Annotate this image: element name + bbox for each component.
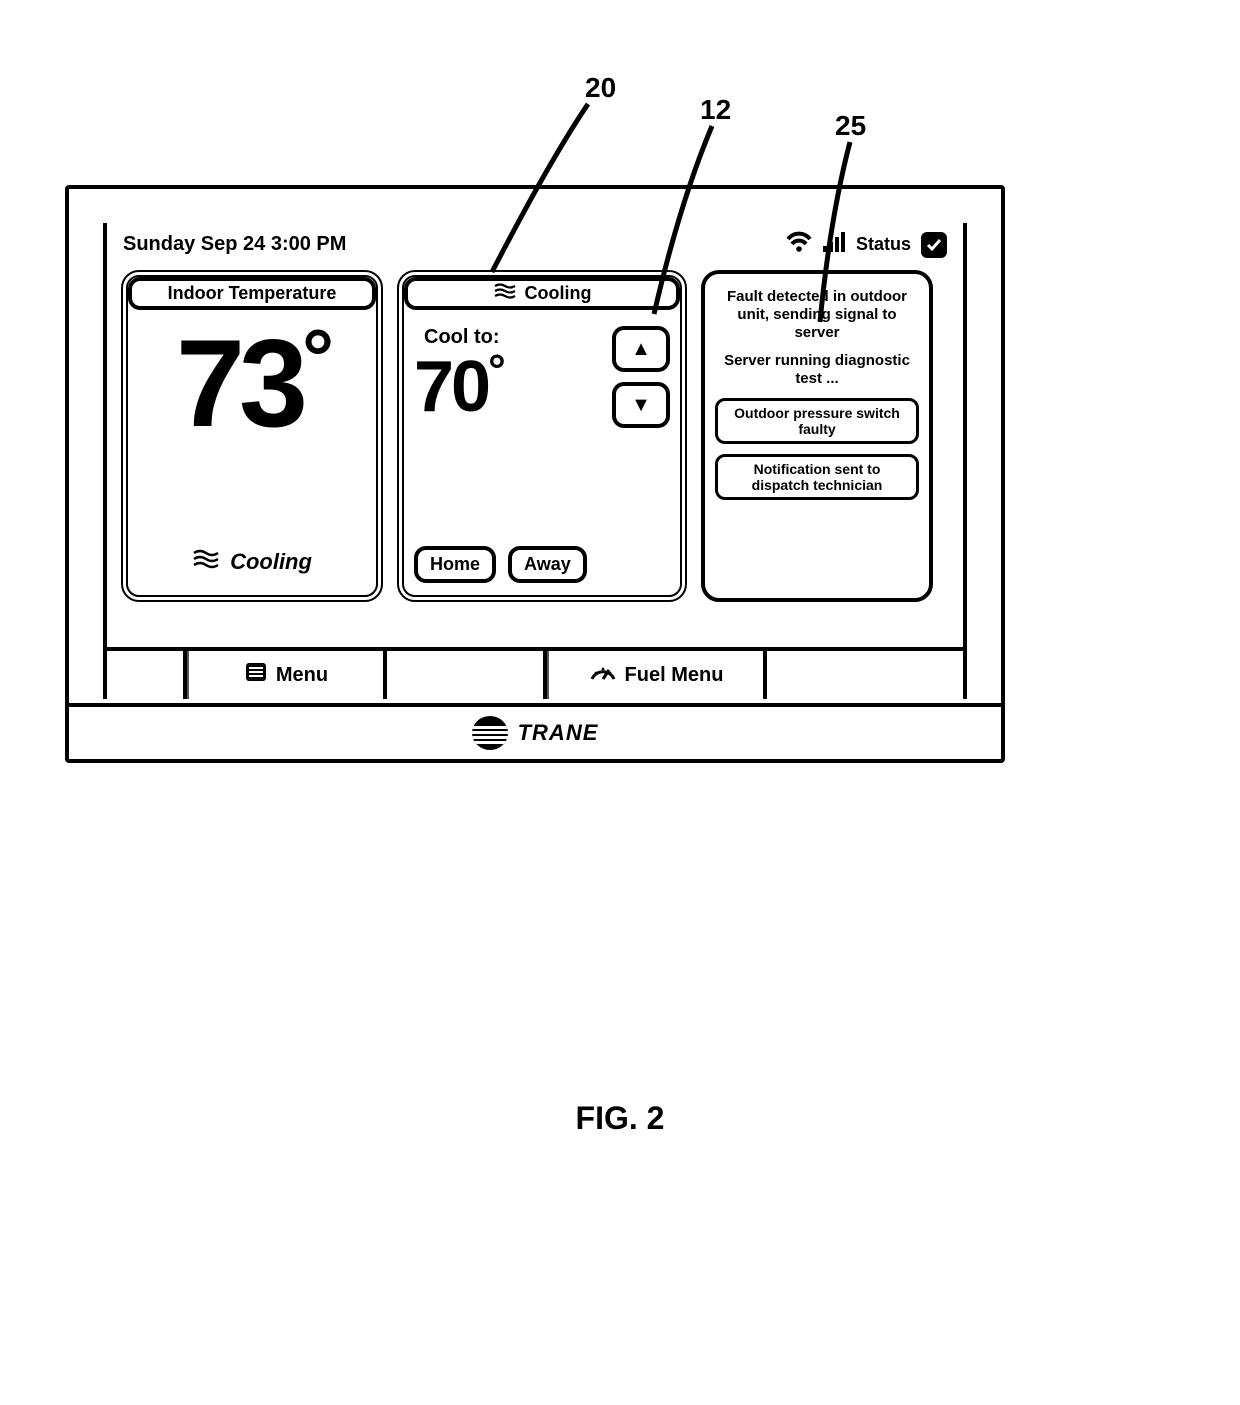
temp-down-button[interactable]: ▼ <box>612 382 670 428</box>
bottom-cell-blank-right <box>767 651 963 699</box>
status-check-icon <box>921 232 947 258</box>
status-bar: Sunday Sep 24 3:00 PM Status <box>107 223 963 270</box>
brand-logo-icon <box>472 716 508 750</box>
screen-area: Sunday Sep 24 3:00 PM Status Indoor Temp… <box>103 223 967 699</box>
diagnostic-msg-switch: Outdoor pressure switch faulty <box>715 398 919 444</box>
indoor-temp-degree-icon: ° <box>302 313 328 402</box>
target-temp-number: 70 <box>414 347 488 427</box>
triangle-down-icon: ▼ <box>631 394 651 417</box>
gauge-icon <box>589 661 617 689</box>
callout-25: 25 <box>835 110 866 142</box>
bottom-cell-blank-mid <box>387 651 547 699</box>
datetime-label: Sunday Sep 24 3:00 PM <box>123 233 774 256</box>
menu-icon <box>244 661 268 689</box>
status-icons-group: Status <box>786 231 947 258</box>
bottom-cell-blank-left <box>107 651 187 699</box>
cool-to-label: Cool to: <box>424 326 602 349</box>
target-temp-value: 70° <box>414 351 602 423</box>
indoor-temp-panel: Indoor Temperature 73° Cooling <box>121 270 383 602</box>
indoor-temp-value: 73° <box>136 322 368 446</box>
callout-20: 20 <box>585 72 616 104</box>
signal-bars-icon <box>822 231 846 258</box>
brand-bar: TRANE <box>69 703 1001 759</box>
wave-icon <box>192 549 222 575</box>
fuel-menu-label: Fuel Menu <box>625 664 724 687</box>
cooling-title-text: Cooling <box>525 283 592 304</box>
diagnostic-msg-dispatch: Notification sent to dispatch technician <box>715 454 919 500</box>
cooling-status-text: Cooling <box>230 549 312 575</box>
away-mode-button[interactable]: Away <box>508 546 587 583</box>
temp-up-button[interactable]: ▲ <box>612 326 670 372</box>
fuel-menu-button[interactable]: Fuel Menu <box>547 651 767 699</box>
triangle-up-icon: ▲ <box>631 338 651 361</box>
callout-12: 12 <box>700 94 731 126</box>
diagnostic-msg-fault: Fault detected in outdoor unit, sending … <box>715 288 919 342</box>
indoor-temp-number: 73 <box>176 315 302 453</box>
indoor-temp-title: Indoor Temperature <box>128 277 376 310</box>
thermostat-device-frame: Sunday Sep 24 3:00 PM Status Indoor Temp… <box>65 185 1005 763</box>
wifi-icon <box>786 231 812 258</box>
brand-name: TRANE <box>518 720 599 746</box>
diagnostic-msg-running: Server running diagnostic test ... <box>715 352 919 388</box>
diagnostics-panel: Fault detected in outdoor unit, sending … <box>701 270 933 602</box>
bottom-nav-row: Menu Fuel Menu <box>107 647 963 699</box>
status-text-label: Status <box>856 234 911 255</box>
cooling-panel-title: Cooling <box>404 277 680 310</box>
home-mode-button[interactable]: Home <box>414 546 496 583</box>
cooling-control-panel: Cooling Cool to: 70° ▲ ▼ Home <box>397 270 687 602</box>
menu-label: Menu <box>276 664 328 687</box>
wave-icon <box>493 283 519 304</box>
cooling-status-label: Cooling <box>136 549 368 587</box>
figure-caption: FIG. 2 <box>0 1100 1240 1137</box>
panels-row: Indoor Temperature 73° Cooling Co <box>107 270 963 602</box>
menu-button[interactable]: Menu <box>187 651 387 699</box>
target-temp-degree-icon: ° <box>488 346 503 395</box>
